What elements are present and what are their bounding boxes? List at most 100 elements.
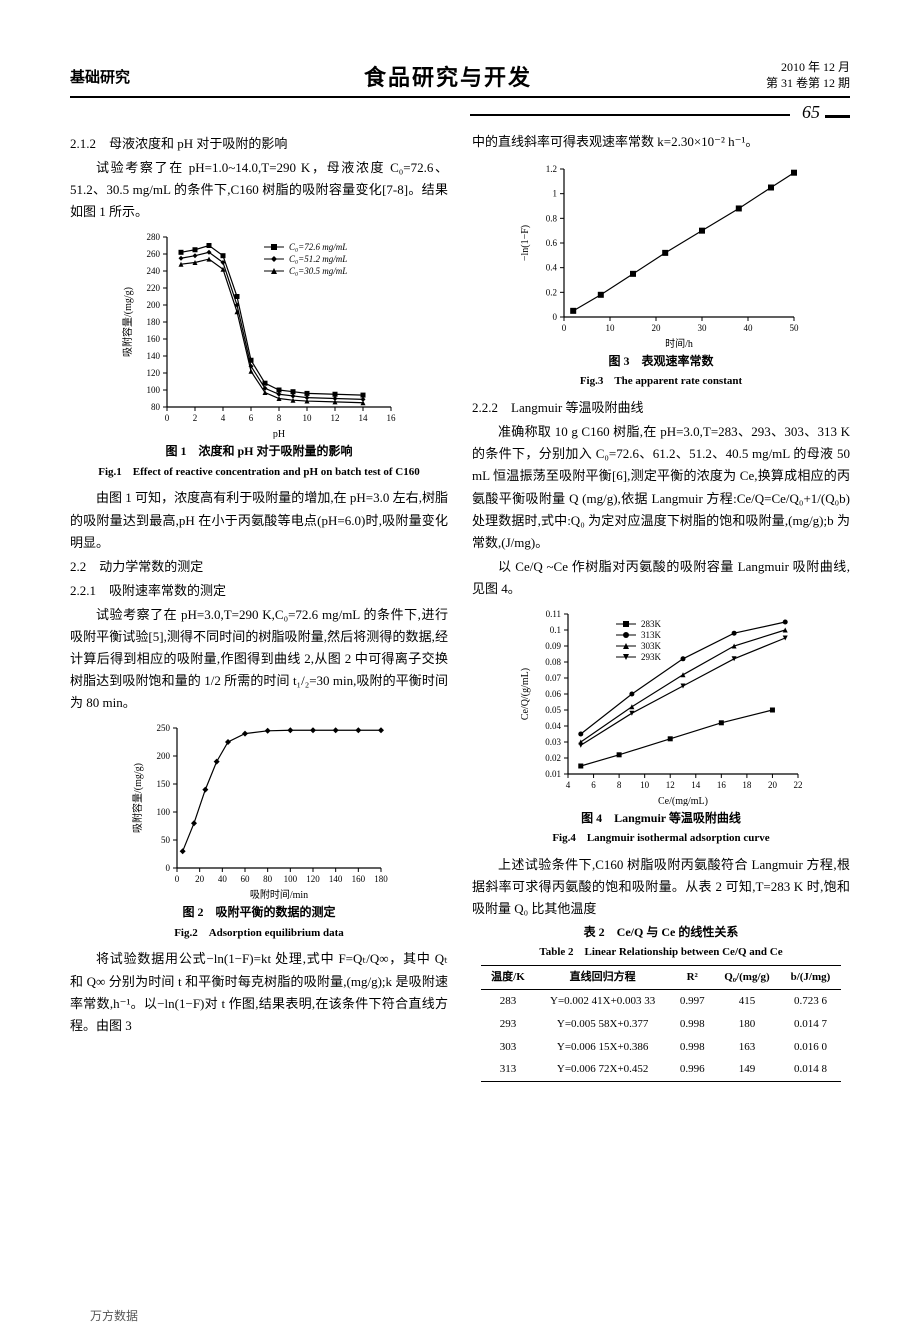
svg-text:100: 100 [147,385,161,395]
svg-text:0.04: 0.04 [545,721,561,731]
svg-text:吸附时间/min: 吸附时间/min [250,888,308,900]
svg-text:C₀=51.2 mg/mL: C₀=51.2 mg/mL [289,254,347,264]
svg-text:8: 8 [617,780,622,790]
fig1-cap-en: Fig.1 Effect of reactive concentration a… [70,463,448,482]
svg-text:6: 6 [249,413,254,423]
table-cell: 0.016 0 [780,1036,840,1059]
fig4-chart: 468101214161820220.010.020.030.040.050.0… [516,606,806,806]
svg-text:283K: 283K [641,619,662,629]
svg-text:260: 260 [147,249,161,259]
svg-text:40: 40 [218,874,228,884]
svg-text:吸附容量/(mg/g): 吸附容量/(mg/g) [121,287,134,357]
footer-source: 万方数据 [90,1307,138,1324]
svg-text:0: 0 [166,863,171,873]
para-2-2-1-a: 试验考察了在 pH=3.0,T=290 K,C₀=72.6 mg/mL 的条件下… [70,604,448,714]
svg-text:2: 2 [193,413,198,423]
svg-text:0.2: 0.2 [546,287,557,297]
svg-text:18: 18 [742,780,752,790]
svg-text:14: 14 [359,413,369,423]
svg-text:0: 0 [165,413,170,423]
table-cell: 163 [714,1036,781,1059]
svg-text:30: 30 [698,323,708,333]
svg-text:Ce/Q/(g/mL): Ce/Q/(g/mL) [520,668,531,720]
table-cell: Y=0.002 41X+0.003 33 [534,990,670,1013]
svg-text:1: 1 [553,189,558,199]
svg-text:0: 0 [175,874,180,884]
svg-text:1.2: 1.2 [546,164,557,174]
two-column-layout: 2.1.2 母液浓度和 pH 对于吸附的影响 试验考察了在 pH=1.0~14.… [70,131,850,1086]
table-cell: Y=0.006 72X+0.452 [534,1058,670,1081]
svg-text:14: 14 [691,780,701,790]
figure-3: 0102030405000.20.40.60.811.2时间/h−ln(1−F)… [472,159,850,391]
svg-text:100: 100 [157,807,171,817]
fig2-cap-en: Fig.2 Adsorption equilibrium data [70,924,448,943]
section-2-1-2: 2.1.2 母液浓度和 pH 对于吸附的影响 [70,133,448,155]
header-issue: 第 31 卷第 12 期 [766,76,850,92]
table-row: 293Y=0.005 58X+0.3770.9981800.014 7 [481,1013,840,1036]
svg-text:6: 6 [591,780,596,790]
svg-text:时间/h: 时间/h [665,337,693,349]
svg-text:50: 50 [790,323,800,333]
table2-header: b/(J/mg) [780,966,840,990]
svg-text:140: 140 [329,874,343,884]
svg-text:Ce/(mg/mL): Ce/(mg/mL) [658,796,708,806]
svg-text:140: 140 [147,351,161,361]
para-top-right: 中的直线斜率可得表观速率常数 k=2.30×10⁻² h⁻¹。 [472,131,850,153]
svg-text:160: 160 [352,874,366,884]
table-cell: 149 [714,1058,781,1081]
svg-text:12: 12 [666,780,675,790]
fig2-cap-cn: 图 2 吸附平衡的数据的测定 [70,902,448,922]
section-2-2-1: 2.2.1 吸附速率常数的测定 [70,580,448,602]
svg-text:160: 160 [147,334,161,344]
table-cell: Y=0.005 58X+0.377 [534,1013,670,1036]
fig3-cap-en: Fig.3 The apparent rate constant [472,372,850,391]
table-cell: 313 [481,1058,534,1081]
table-2: 温度/K直线回归方程R²Q₀/(mg/g)b/(J/mg) 283Y=0.002… [481,965,840,1081]
svg-text:303K: 303K [641,641,662,651]
svg-text:12: 12 [331,413,340,423]
table-cell: 0.997 [671,990,714,1013]
table2-cap-en: Table 2 Linear Relationship between Ce/Q… [472,943,850,962]
fig4-cap-en: Fig.4 Langmuir isothermal adsorption cur… [472,829,850,848]
svg-text:0.8: 0.8 [546,213,558,223]
section-2-2: 2.2 动力学常数的测定 [70,556,448,578]
svg-text:280: 280 [147,232,161,242]
svg-text:0.01: 0.01 [545,769,561,779]
svg-text:10: 10 [606,323,616,333]
svg-text:吸附容量/(mg/g): 吸附容量/(mg/g) [131,763,144,833]
fig2-chart: 020406080100120140160180050100150200250吸… [129,720,389,900]
svg-text:0.6: 0.6 [546,238,558,248]
para-2-1-2-a: 试验考察了在 pH=1.0~14.0,T=290 K，母液浓度 C₀=72.6、… [70,157,448,223]
svg-text:240: 240 [147,266,161,276]
svg-text:60: 60 [241,874,251,884]
svg-text:C₀=30.5 mg/mL: C₀=30.5 mg/mL [289,266,347,276]
section-2-2-2: 2.2.2 Langmuir 等温吸附曲线 [472,397,850,419]
svg-text:0.05: 0.05 [545,705,561,715]
para-2-2-2-b: 以 Ce/Q ~Ce 作树脂对丙氨酸的吸附容量 Langmuir 吸附曲线,见图… [472,556,850,600]
table-cell: 0.014 7 [780,1013,840,1036]
table2-header: R² [671,966,714,990]
svg-text:120: 120 [306,874,320,884]
svg-text:0.06: 0.06 [545,689,561,699]
svg-text:50: 50 [161,835,171,845]
svg-text:0.07: 0.07 [545,673,561,683]
table-row: 313Y=0.006 72X+0.4520.9961490.014 8 [481,1058,840,1081]
svg-text:C₀=72.6 mg/mL: C₀=72.6 mg/mL [289,242,347,252]
left-column: 2.1.2 母液浓度和 pH 对于吸附的影响 试验考察了在 pH=1.0~14.… [70,131,448,1086]
table-cell: 0.998 [671,1013,714,1036]
table-cell: 0.723 6 [780,990,840,1013]
svg-text:8: 8 [277,413,282,423]
svg-text:0.08: 0.08 [545,657,561,667]
svg-text:16: 16 [717,780,727,790]
header-date: 2010 年 12 月 [766,60,850,76]
svg-text:250: 250 [157,723,171,733]
svg-text:80: 80 [151,402,161,412]
svg-text:293K: 293K [641,652,662,662]
svg-text:40: 40 [744,323,754,333]
svg-text:0.02: 0.02 [545,753,561,763]
svg-text:0: 0 [553,312,558,322]
table-cell: 0.996 [671,1058,714,1081]
table2-header: 温度/K [481,966,534,990]
svg-text:16: 16 [387,413,397,423]
table-row: 303Y=0.006 15X+0.3860.9981630.016 0 [481,1036,840,1059]
